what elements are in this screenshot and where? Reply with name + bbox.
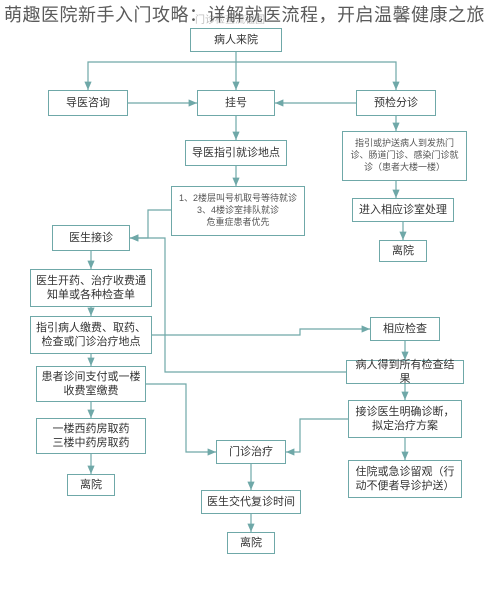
node-results: 病人得到所有检查结果 <box>346 360 464 384</box>
node-guidepay: 指引病人缴费、取药、检查或门诊治疗地点 <box>30 316 152 354</box>
node-treat: 门诊治疗 <box>216 440 286 464</box>
node-precheck: 预检分诊 <box>356 90 436 116</box>
node-diagnose: 接诊医生明确诊断，拟定治疗方案 <box>348 400 462 438</box>
node-calltext: 1、2楼层叫号机取号等待就诊 3、4楼诊室排队就诊 危重症患者优先 <box>171 186 305 236</box>
node-admit: 住院或急诊留观（行动不便者导诊护送） <box>348 460 462 498</box>
page-title: 萌趣医院新手入门攻略：详解就医流程，开启温馨健康之旅 <box>4 2 496 28</box>
node-pretext: 指引或护送病人到发热门诊、肠道门诊、感染门诊就诊（患者大楼一楼） <box>342 131 467 181</box>
node-exam: 相应检查 <box>370 317 440 341</box>
node-leave2: 离院 <box>67 474 115 496</box>
node-consult: 导医咨询 <box>48 90 128 116</box>
node-pharmacy: 一楼西药房取药 三楼中药房取药 <box>36 418 146 454</box>
node-prescribe: 医生开药、治疗收费通知单或各种检查单 <box>30 269 152 307</box>
node-start: 病人来院 <box>190 28 282 52</box>
node-enter: 进入相应诊室处理 <box>352 198 454 222</box>
node-doctor: 医生接诊 <box>52 225 130 251</box>
node-guide: 导医指引就诊地点 <box>185 140 287 166</box>
node-leave1: 离院 <box>379 240 427 262</box>
node-leave3: 离院 <box>227 532 275 554</box>
node-register: 挂号 <box>197 90 275 116</box>
node-followup: 医生交代复诊时间 <box>201 490 301 514</box>
node-pay: 患者诊间支付或一楼收费室缴费 <box>36 366 146 402</box>
